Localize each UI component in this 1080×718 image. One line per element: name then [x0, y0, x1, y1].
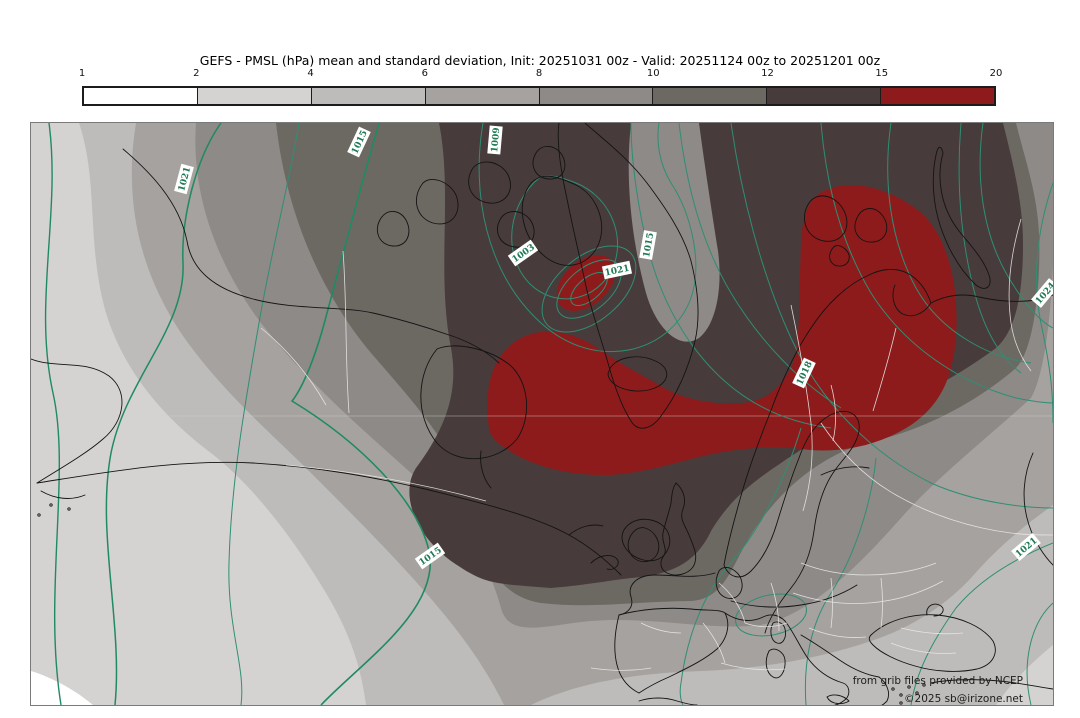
colorbar: 1 2 4 6 8 10 12 15 20: [78, 68, 1003, 108]
credit-copyright: ©2025 sb@irizone.net: [904, 693, 1023, 705]
colorbar-tick-label: 12: [761, 68, 774, 79]
country-border-layer: [260, 218, 1053, 671]
colorbar-tick-label: 2: [193, 68, 200, 79]
colorbar-segment: [311, 88, 426, 104]
colorbar-segment: [881, 88, 994, 104]
colorbar-segment: [84, 88, 198, 104]
isobar-lines-layer: [44, 123, 1053, 705]
colorbar-segment: [197, 88, 312, 104]
isobar-label: 1021: [601, 260, 633, 280]
colorbar-tick-labels: 1 2 4 6 8 10 12 15 20: [78, 68, 1003, 82]
map-panel: 1021 1015 1009 1003 1015 1021 1018 1024 1015 1021…: [30, 122, 1054, 706]
svg-text:1009: 1009: [490, 127, 502, 153]
colorbar-segment: [767, 88, 882, 104]
isobar-label: 1009: [487, 125, 503, 155]
coastline-layer: [31, 123, 1053, 705]
colorbar-segment: [539, 88, 654, 104]
svg-text:1015: 1015: [642, 232, 656, 258]
isobar-label: 1015: [639, 230, 657, 260]
page-title: GEFS - PMSL (hPa) mean and standard devi…: [199, 53, 881, 68]
map-credits: from grib files provided by NCEP ©2025 s…: [853, 675, 1023, 705]
colorbar-tick-label: 20: [989, 68, 1003, 79]
colorbar-tick-label: 1: [78, 68, 86, 79]
std-dev-fill-layer: [31, 123, 1053, 705]
colorbar-segments: [82, 86, 996, 106]
credit-ncep: from grib files provided by NCEP: [853, 675, 1023, 687]
colorbar-tick-label: 8: [535, 68, 543, 79]
colorbar-tick-label: 6: [421, 68, 428, 79]
colorbar-tick-label: 10: [646, 68, 660, 79]
colorbar-tick-label: 15: [875, 68, 889, 79]
colorbar-segment: [425, 88, 540, 104]
colorbar-tick-label: 4: [307, 68, 314, 79]
colorbar-segment: [653, 88, 768, 104]
